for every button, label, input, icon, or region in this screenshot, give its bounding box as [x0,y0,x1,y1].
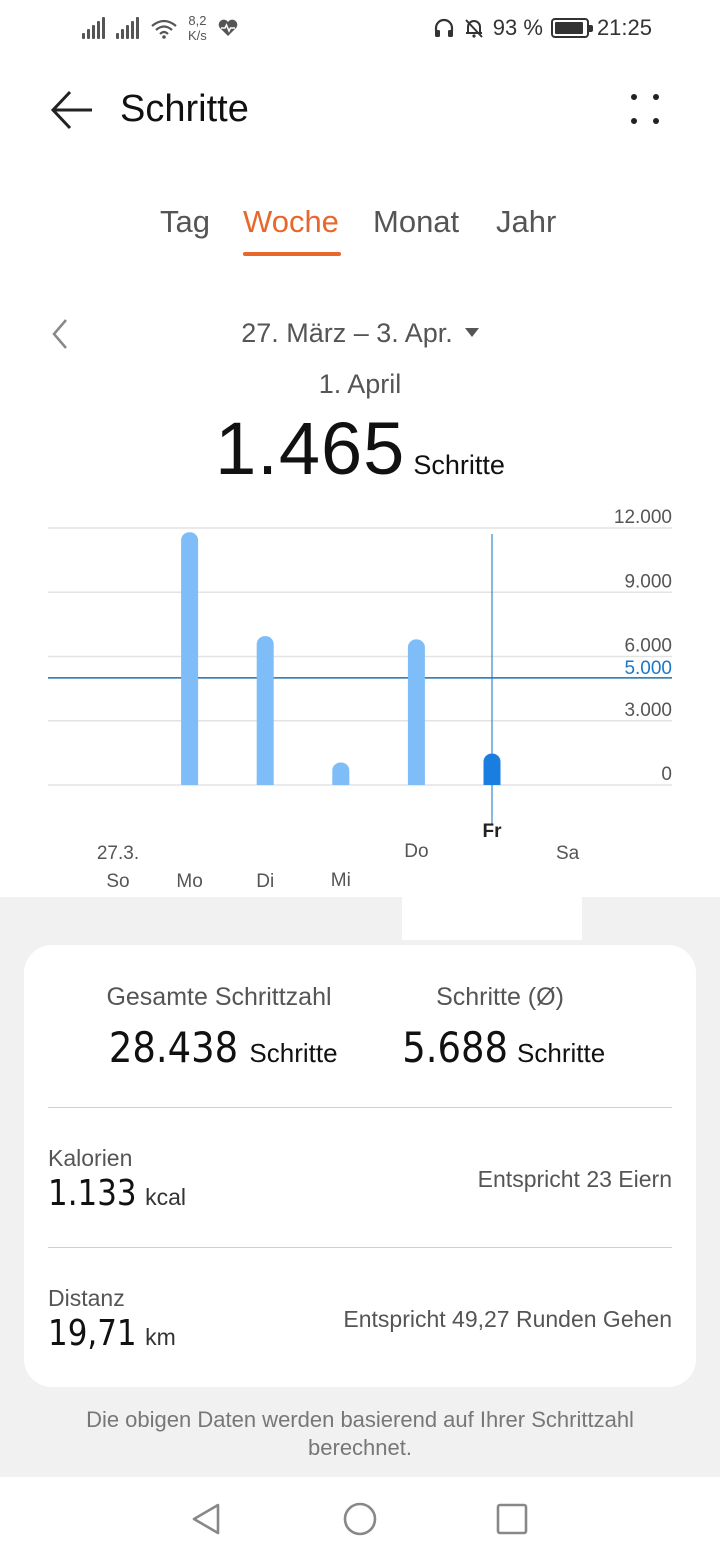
chart-handle-knob[interactable] [469,877,513,921]
avg-steps-unit: Schritte [517,1038,606,1068]
status-left: 8,2 K/s [82,12,239,44]
y-tick-label: 9.000 [624,571,672,592]
date-range-selector[interactable]: 27. März – 3. Apr. [0,318,720,349]
distance-value: 19,71 [48,1313,137,1354]
circle-home-icon [343,1502,377,1536]
avg-steps: 5.688 Schritte [364,1023,636,1072]
tab-jahr[interactable]: Jahr [496,204,557,239]
x-tick-label: So [106,871,129,892]
chevron-left-icon [52,319,67,349]
wifi-icon [151,19,177,39]
period-tabs: Tag Woche Monat Jahr [0,200,720,260]
active-tab-indicator [243,252,341,256]
date-range-label: 27. März – 3. Apr. [241,318,453,348]
arrow-left-icon [50,90,92,130]
distance-unit: km [145,1324,176,1350]
total-steps-unit: Schritte [249,1038,338,1068]
square-recents-icon [496,1503,528,1535]
avg-steps-label: Schritte (Ø) [436,983,564,1011]
triangle-back-icon [192,1503,220,1535]
nav-recents-button[interactable] [490,1497,534,1541]
battery-percent: 93 % [492,15,543,40]
avg-steps-value: 5.688 [402,1023,508,1072]
divider [48,1247,672,1248]
net-speed-unit: K/s [188,28,207,43]
bar [256,636,274,785]
selected-steps: 1.465 Schritte [0,406,720,491]
calories-equivalent: Entspricht 23 Eiern [477,1166,672,1192]
calories-unit: kcal [145,1184,186,1210]
x-tick-label: Do [404,841,428,862]
selected-steps-value: 1.465 [215,407,406,490]
selected-steps-unit: Schritte [413,450,505,480]
status-right: 93 % 21:25 [433,12,652,44]
battery-icon [550,18,593,38]
divider [48,1107,672,1108]
goal-line-label: 5.000 [624,658,672,679]
clock: 21:25 [596,15,652,40]
y-tick-label: 6.000 [624,636,672,657]
calories: 1.133 kcal [48,1173,186,1214]
previous-week-button[interactable] [44,314,80,354]
x-date-label: 27.3. [97,843,139,864]
bar-base [483,777,501,785]
distance-equivalent: Entspricht 49,27 Runden Gehen [343,1306,672,1332]
back-button[interactable] [44,84,100,136]
calories-value: 1.133 [48,1173,137,1214]
x-tick-label: Di [256,871,274,892]
headphones-icon [434,18,453,37]
distance-label: Distanz [48,1285,125,1311]
bar [407,639,425,785]
distance: 19,71 km [48,1313,176,1354]
x-tick-label: Fr [483,821,503,842]
steps-bar-chart[interactable]: 0 3.000 6.000 9.000 12.000 5.000 So 27.3. Mo Di Mi… [0,500,720,900]
total-steps: 28.438 Schritte [64,1023,374,1072]
net-speed: 8,2 K/s [188,13,207,43]
x-tick-label: Sa [556,843,580,864]
y-tick-label: 0 [661,764,672,785]
calories-label: Kalorien [48,1145,133,1171]
nav-back-button[interactable] [184,1497,228,1541]
tab-monat[interactable]: Monat [373,204,460,239]
footnote: Die obigen Daten werden basierend auf Ih… [86,1407,634,1460]
page-title: Schritte [120,88,249,130]
summary-card: Gesamte Schrittzahl 28.438 Schritte Schri… [24,945,696,1387]
x-tick-label: Mo [176,871,202,892]
tab-woche[interactable]: Woche [243,204,339,239]
y-tick-label: 12.000 [614,507,672,528]
bar-base [181,777,199,785]
selected-date: 1. April [318,369,402,399]
signal-icon [82,17,106,39]
system-nav-bar [0,1477,720,1560]
nav-home-button[interactable] [338,1497,382,1541]
net-speed-value: 8,2 [188,13,207,28]
y-tick-label: 3.000 [624,700,672,721]
bar-base [256,777,274,785]
heart-rate-icon [218,19,238,36]
total-steps-label: Gesamte Schrittzahl [106,983,332,1011]
bar [181,532,199,785]
tab-tag[interactable]: Tag [160,204,210,239]
bar-base [407,777,425,785]
total-steps-value: 28.438 [109,1023,239,1072]
chart-canvas: 0 3.000 6.000 9.000 12.000 5.000 So 27.3. Mo Di Mi… [48,507,672,892]
x-tick-label: Mi [331,870,351,891]
bar-base [332,777,350,785]
status-bar: 8,2 K/s 93 % 21:25 [0,0,720,56]
more-button[interactable] [620,84,676,136]
dropdown-caret-icon [464,328,479,337]
signal-icon-2 [116,17,140,39]
bell-muted-icon [465,19,483,38]
